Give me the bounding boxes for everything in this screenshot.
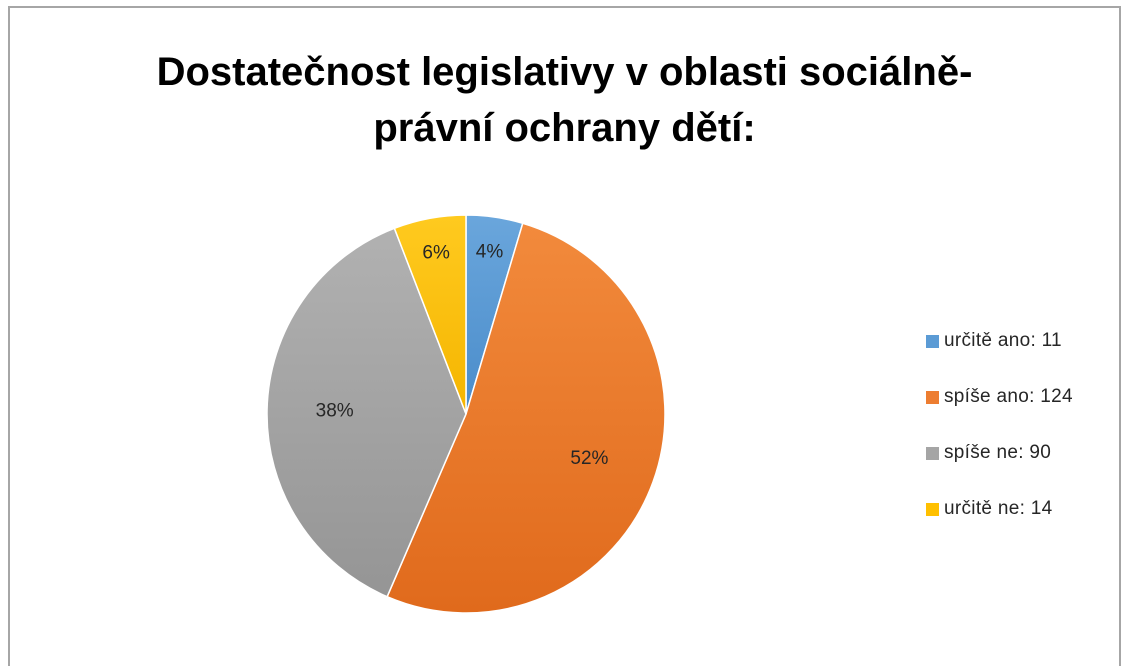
legend-label: určitě ne: 14 xyxy=(944,498,1053,519)
legend-label: určitě ano: 11 xyxy=(944,330,1062,351)
data-label-urcite-ne: 6% xyxy=(422,243,450,264)
slice-urcite-ne xyxy=(393,214,467,415)
data-label-spise-ne: 38% xyxy=(316,400,354,421)
legend-swatch xyxy=(926,334,939,348)
legend-item-urcite-ne: určitě ne: 14 xyxy=(926,498,1073,520)
legend-label: spíše ano: 124 xyxy=(944,386,1073,407)
legend: určitě ano: 11 spíše ano: 124 spíše ne: … xyxy=(926,330,1073,554)
legend-swatch xyxy=(926,390,939,404)
chart-title-line-2: právní ochrany dětí: xyxy=(373,106,756,150)
legend-item-spise-ne: spíše ne: 90 xyxy=(926,442,1073,464)
legend-label: spíše ne: 90 xyxy=(944,442,1052,463)
chart-title: Dostatečnost legislativy v oblasti sociá… xyxy=(10,44,1119,156)
slice-spise-ano xyxy=(386,222,666,614)
data-label-spise-ano: 52% xyxy=(570,448,608,469)
chart-title-line-1: Dostatečnost legislativy v oblasti sociá… xyxy=(156,50,973,94)
legend-item-urcite-ano: určitě ano: 11 xyxy=(926,330,1073,352)
data-label-urcite-ano: 4% xyxy=(476,242,504,263)
legend-swatch xyxy=(926,502,939,516)
slice-spise-ne xyxy=(266,227,467,598)
legend-swatch xyxy=(926,446,939,460)
legend-item-spise-ano: spíše ano: 124 xyxy=(926,386,1073,408)
